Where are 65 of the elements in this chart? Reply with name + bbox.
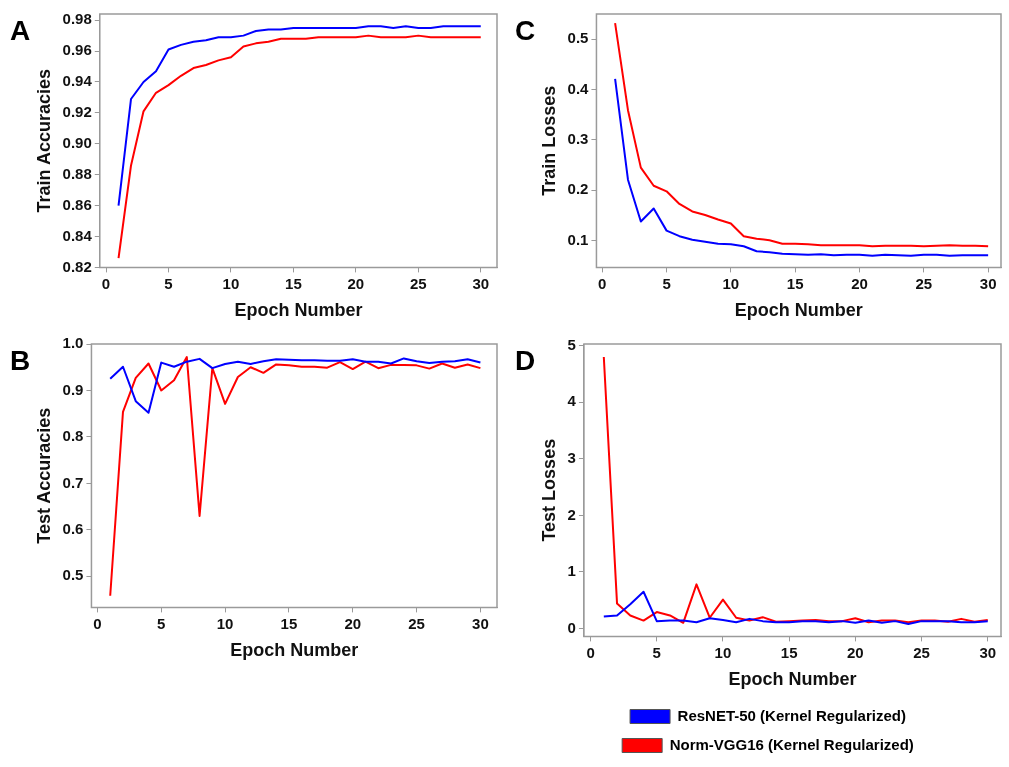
y-tick-label: 2 bbox=[567, 505, 576, 523]
x-tick-label: 15 bbox=[786, 274, 804, 292]
x-tick-label: 20 bbox=[344, 614, 362, 632]
x-tick-label: 10 bbox=[714, 643, 732, 661]
legend-label: Norm-VGG16 (Kernel Regularized) bbox=[669, 735, 914, 753]
y-tick-label: 0.84 bbox=[62, 226, 93, 244]
x-tick-label: 5 bbox=[157, 614, 166, 632]
y-tick-label: 0.94 bbox=[62, 72, 93, 90]
y-tick-label: 0.5 bbox=[567, 29, 589, 47]
x-tick-label: 30 bbox=[979, 274, 997, 292]
x-tick-label: 25 bbox=[408, 614, 425, 632]
y-tick-label: 0.9 bbox=[62, 380, 84, 398]
y-tick-label: 0.6 bbox=[62, 519, 84, 537]
x-axis-title: Epoch Number bbox=[728, 669, 857, 690]
text: D bbox=[515, 344, 536, 376]
y-tick-label: 0.98 bbox=[62, 10, 92, 28]
x-tick-label: 5 bbox=[662, 274, 671, 292]
y-tick-label: 0.92 bbox=[62, 103, 92, 121]
x-tick-label: 25 bbox=[915, 274, 933, 292]
y-tick-label: 0.5 bbox=[62, 566, 84, 584]
x-tick-label: 20 bbox=[851, 274, 868, 292]
y-axis-title: Train Accuracies bbox=[33, 68, 54, 213]
y-axis-title: Test Losses bbox=[538, 438, 559, 542]
x-tick-label: 25 bbox=[409, 274, 427, 292]
x-tick-label: 15 bbox=[285, 274, 302, 292]
y-tick-label: 5 bbox=[567, 335, 576, 353]
y-axis-title: Train Losses bbox=[538, 85, 559, 196]
y-tick-label: 0.90 bbox=[62, 133, 92, 151]
y-tick-label: 0.7 bbox=[62, 473, 84, 491]
x-tick-label: 10 bbox=[722, 274, 740, 292]
x-tick-label: 20 bbox=[847, 643, 864, 661]
x-axis-title: Epoch Number bbox=[734, 300, 863, 321]
text: C bbox=[515, 14, 536, 46]
legend-label: ResNET-50 (Kernel Regularized) bbox=[677, 706, 906, 724]
x-tick-label: 25 bbox=[913, 643, 930, 661]
x-tick-label: 30 bbox=[472, 614, 489, 632]
y-tick-label: 4 bbox=[567, 392, 577, 410]
y-tick-label: 0.88 bbox=[62, 164, 92, 182]
x-tick-label: 20 bbox=[347, 274, 365, 292]
text: A bbox=[10, 14, 31, 46]
x-tick-label: 15 bbox=[280, 614, 298, 632]
y-tick-label: 1.0 bbox=[62, 334, 84, 352]
y-tick-label: 0.96 bbox=[62, 41, 92, 59]
x-tick-label: 5 bbox=[652, 643, 661, 661]
y-tick-label: 0.4 bbox=[567, 79, 590, 97]
x-axis-title: Epoch Number bbox=[234, 300, 363, 321]
x-tick-label: 15 bbox=[780, 643, 798, 661]
y-tick-label: 0.2 bbox=[567, 180, 589, 198]
x-tick-label: 10 bbox=[222, 274, 240, 292]
x-tick-label: 30 bbox=[472, 274, 490, 292]
y-tick-label: 3 bbox=[567, 448, 576, 466]
x-tick-label: 0 bbox=[101, 274, 111, 292]
y-tick-label: 0.82 bbox=[62, 257, 92, 275]
y-tick-label: 1 bbox=[567, 562, 576, 580]
x-tick-label: 5 bbox=[164, 274, 173, 292]
x-axis-title: Epoch Number bbox=[230, 640, 359, 661]
y-tick-label: 0.3 bbox=[567, 130, 589, 148]
x-tick-label: 0 bbox=[598, 274, 607, 292]
y-tick-label: 0.1 bbox=[567, 230, 589, 248]
x-tick-label: 30 bbox=[979, 643, 997, 661]
text: B bbox=[10, 344, 31, 376]
y-tick-label: 0.86 bbox=[62, 195, 92, 213]
y-tick-label: 0.8 bbox=[62, 427, 84, 445]
x-tick-label: 10 bbox=[216, 614, 234, 632]
y-axis-title: Test Accuracies bbox=[33, 407, 54, 544]
